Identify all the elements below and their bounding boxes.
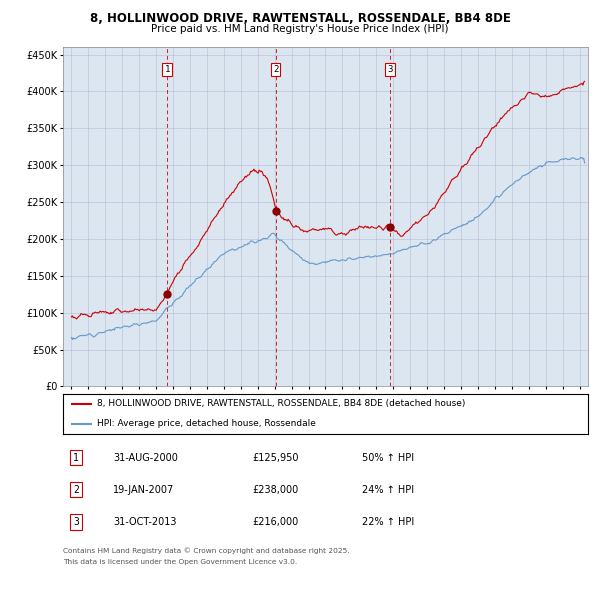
Text: £238,000: £238,000 xyxy=(252,485,298,494)
Text: 8, HOLLINWOOD DRIVE, RAWTENSTALL, ROSSENDALE, BB4 8DE: 8, HOLLINWOOD DRIVE, RAWTENSTALL, ROSSEN… xyxy=(89,12,511,25)
Text: Contains HM Land Registry data © Crown copyright and database right 2025.: Contains HM Land Registry data © Crown c… xyxy=(63,548,350,554)
Text: 24% ↑ HPI: 24% ↑ HPI xyxy=(362,485,415,494)
Text: 22% ↑ HPI: 22% ↑ HPI xyxy=(362,517,415,527)
Text: 2: 2 xyxy=(273,65,278,74)
Text: 1: 1 xyxy=(73,453,79,463)
Text: 3: 3 xyxy=(73,517,79,527)
Text: £125,950: £125,950 xyxy=(252,453,299,463)
Text: 8, HOLLINWOOD DRIVE, RAWTENSTALL, ROSSENDALE, BB4 8DE (detached house): 8, HOLLINWOOD DRIVE, RAWTENSTALL, ROSSEN… xyxy=(97,399,466,408)
Text: HPI: Average price, detached house, Rossendale: HPI: Average price, detached house, Ross… xyxy=(97,419,316,428)
Text: 3: 3 xyxy=(388,65,393,74)
Text: 31-OCT-2013: 31-OCT-2013 xyxy=(113,517,176,527)
Text: 2: 2 xyxy=(73,485,79,494)
Text: 1: 1 xyxy=(164,65,170,74)
Text: £216,000: £216,000 xyxy=(252,517,298,527)
Text: Price paid vs. HM Land Registry's House Price Index (HPI): Price paid vs. HM Land Registry's House … xyxy=(151,24,449,34)
Text: 50% ↑ HPI: 50% ↑ HPI xyxy=(362,453,415,463)
Text: 31-AUG-2000: 31-AUG-2000 xyxy=(113,453,178,463)
Text: 19-JAN-2007: 19-JAN-2007 xyxy=(113,485,174,494)
Text: This data is licensed under the Open Government Licence v3.0.: This data is licensed under the Open Gov… xyxy=(63,559,297,565)
